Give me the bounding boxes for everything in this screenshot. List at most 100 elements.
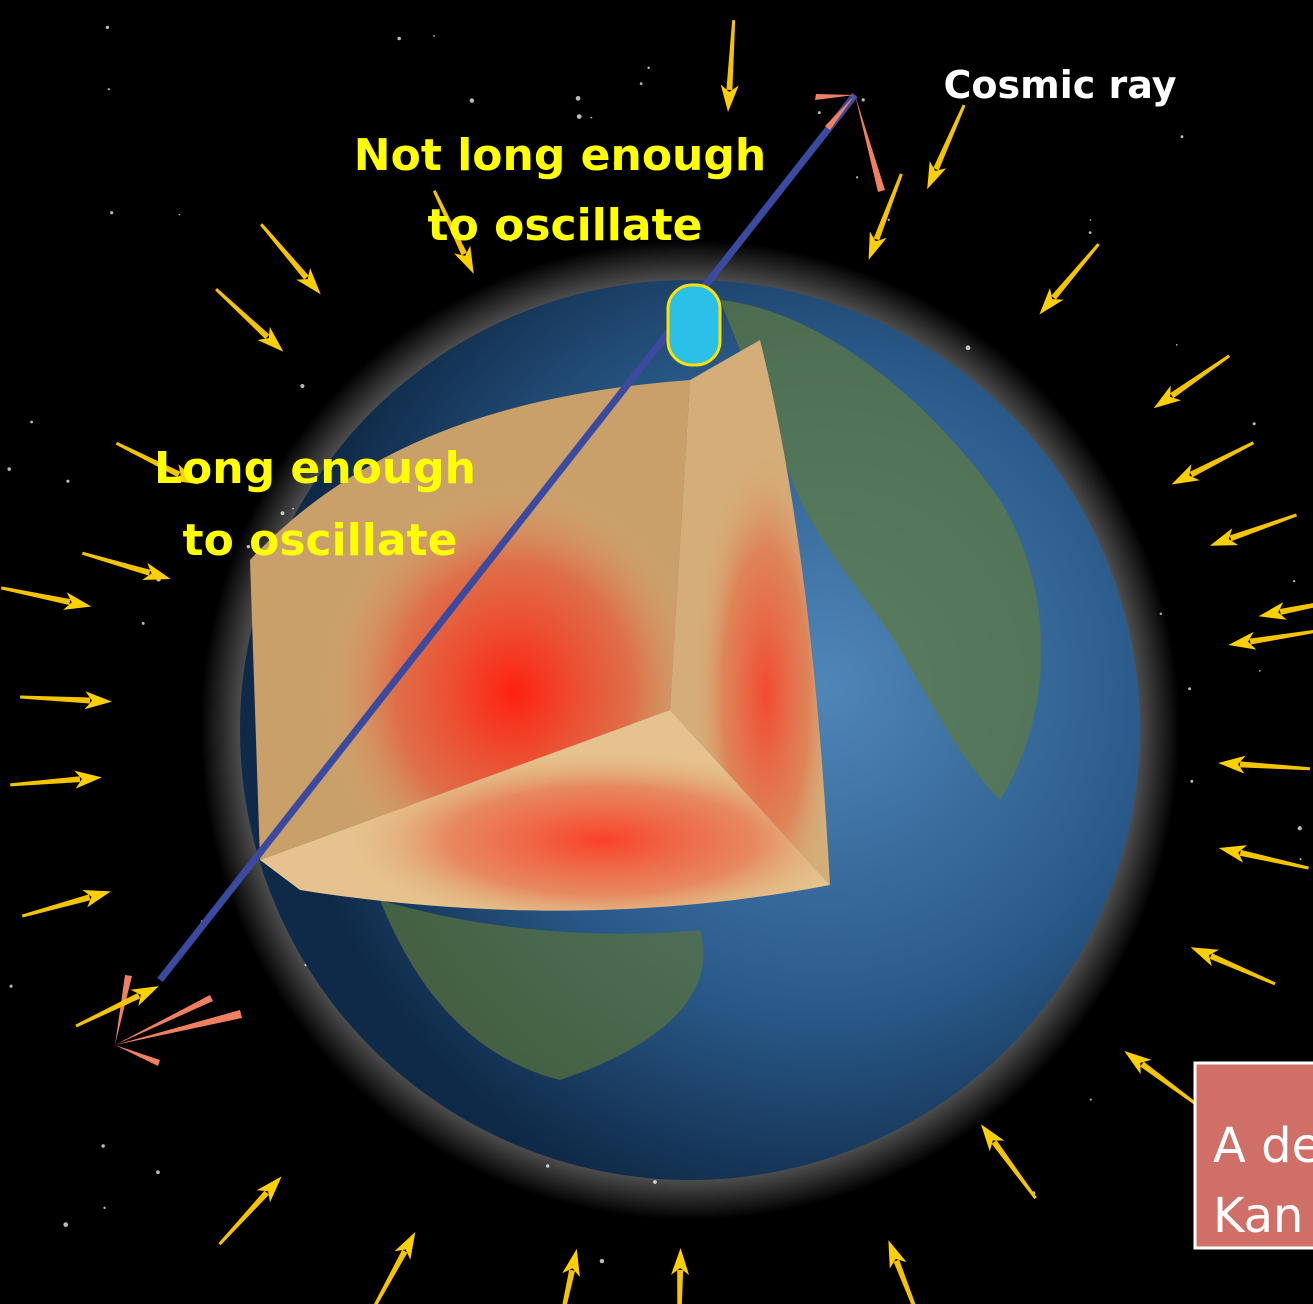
arrow-head bbox=[720, 84, 739, 112]
arrow-shaft bbox=[1051, 243, 1100, 300]
star bbox=[7, 467, 11, 471]
arrow-shaft bbox=[115, 441, 181, 478]
label-long-path: to oscillate bbox=[183, 515, 458, 566]
neutrino-path bbox=[157, 92, 858, 983]
star bbox=[590, 116, 593, 119]
neutrino-arrow bbox=[260, 223, 321, 295]
caption-text: A de bbox=[1213, 1118, 1313, 1174]
star bbox=[107, 88, 110, 91]
star bbox=[861, 98, 865, 102]
star bbox=[105, 25, 110, 30]
neutrino-arrow bbox=[1039, 243, 1100, 315]
label-short-path: to oscillate bbox=[428, 200, 703, 251]
arrow-shaft bbox=[677, 1269, 684, 1304]
neutrino-arrow bbox=[1190, 947, 1276, 986]
star bbox=[469, 98, 475, 103]
star bbox=[156, 1170, 160, 1175]
star bbox=[1175, 344, 1178, 346]
arrow-shaft bbox=[75, 992, 141, 1028]
neutrino-arrow bbox=[671, 1248, 690, 1304]
star bbox=[508, 237, 513, 242]
arrow-head bbox=[63, 592, 92, 610]
particle-shower bbox=[115, 94, 885, 1066]
neutrino-arrow bbox=[868, 173, 903, 260]
star bbox=[1299, 858, 1302, 861]
arrow-shaft bbox=[933, 104, 966, 171]
neutrino-arrow bbox=[1209, 513, 1298, 546]
arrow-head bbox=[1190, 947, 1219, 967]
continent bbox=[720, 300, 1042, 800]
neutrino-arrows bbox=[0, 20, 1313, 1304]
neutrino-arrow bbox=[21, 889, 111, 918]
star bbox=[110, 211, 114, 215]
caption-text: Kan bbox=[1213, 1188, 1303, 1244]
arrow-shaft bbox=[1279, 596, 1313, 615]
neutrino-arrow bbox=[369, 1231, 416, 1304]
arrow-shaft bbox=[1239, 849, 1309, 870]
arrow-head bbox=[888, 1240, 907, 1269]
arrow-shaft bbox=[19, 695, 91, 704]
arrow-shaft bbox=[1170, 354, 1231, 399]
star bbox=[856, 176, 859, 179]
star bbox=[63, 1222, 69, 1227]
arrow-head bbox=[1124, 1050, 1152, 1075]
star bbox=[1252, 422, 1256, 426]
neutrino-arrow bbox=[1124, 1050, 1200, 1107]
star bbox=[397, 36, 401, 41]
arrow-head bbox=[454, 245, 474, 274]
label-long-path: Long enough bbox=[154, 443, 476, 494]
arrow-shaft bbox=[218, 1190, 269, 1246]
arrow-shaft bbox=[1209, 953, 1276, 986]
star bbox=[1089, 219, 1092, 221]
arrow-head bbox=[142, 562, 171, 581]
arrow-shaft bbox=[1229, 513, 1298, 542]
neutrino-arrow bbox=[0, 586, 92, 610]
star bbox=[30, 420, 34, 424]
neutrino-arrow bbox=[1258, 596, 1313, 620]
arrow-shaft bbox=[260, 223, 309, 280]
neutrino-arrow bbox=[1218, 845, 1309, 870]
core-heat bbox=[670, 340, 830, 885]
neutrino-arrow bbox=[927, 104, 966, 190]
neutrino-arrow bbox=[1218, 755, 1310, 774]
neutrino-arrow bbox=[19, 691, 112, 710]
arrow-shaft bbox=[432, 190, 467, 256]
star bbox=[9, 984, 13, 988]
arrow-head bbox=[257, 326, 284, 352]
star bbox=[1089, 1098, 1092, 1101]
core-heat bbox=[250, 380, 690, 860]
neutrino-arrow bbox=[75, 986, 159, 1028]
arrow-shaft bbox=[1239, 761, 1310, 771]
neutrino-arrow bbox=[1171, 441, 1255, 485]
star bbox=[433, 34, 435, 37]
arrow-shaft bbox=[1140, 1061, 1200, 1107]
arrow-head bbox=[130, 986, 159, 1006]
arrow-head bbox=[1171, 464, 1200, 485]
star bbox=[1258, 669, 1261, 672]
arrow-head bbox=[1258, 602, 1287, 620]
star bbox=[613, 161, 618, 166]
star bbox=[599, 1258, 605, 1264]
arrow-shaft bbox=[81, 551, 151, 576]
star bbox=[300, 383, 305, 389]
star bbox=[639, 82, 643, 85]
arrow-head bbox=[82, 889, 111, 908]
star bbox=[1292, 579, 1296, 583]
arrow-shaft bbox=[369, 1249, 408, 1304]
arrow-shaft bbox=[555, 1269, 576, 1304]
arrow-head bbox=[1218, 845, 1248, 863]
star bbox=[1297, 826, 1302, 831]
star bbox=[178, 213, 181, 216]
neutrino-arrow bbox=[980, 1124, 1037, 1200]
star bbox=[887, 218, 890, 221]
arrow-shaft bbox=[726, 20, 736, 91]
star bbox=[817, 111, 821, 115]
arrow-head bbox=[980, 1124, 1005, 1152]
arrow-head bbox=[927, 160, 947, 190]
star bbox=[647, 66, 650, 70]
arrow-head bbox=[256, 1176, 282, 1203]
star bbox=[576, 114, 582, 120]
core-heat bbox=[260, 710, 830, 911]
neutrino-arrow bbox=[115, 441, 199, 485]
